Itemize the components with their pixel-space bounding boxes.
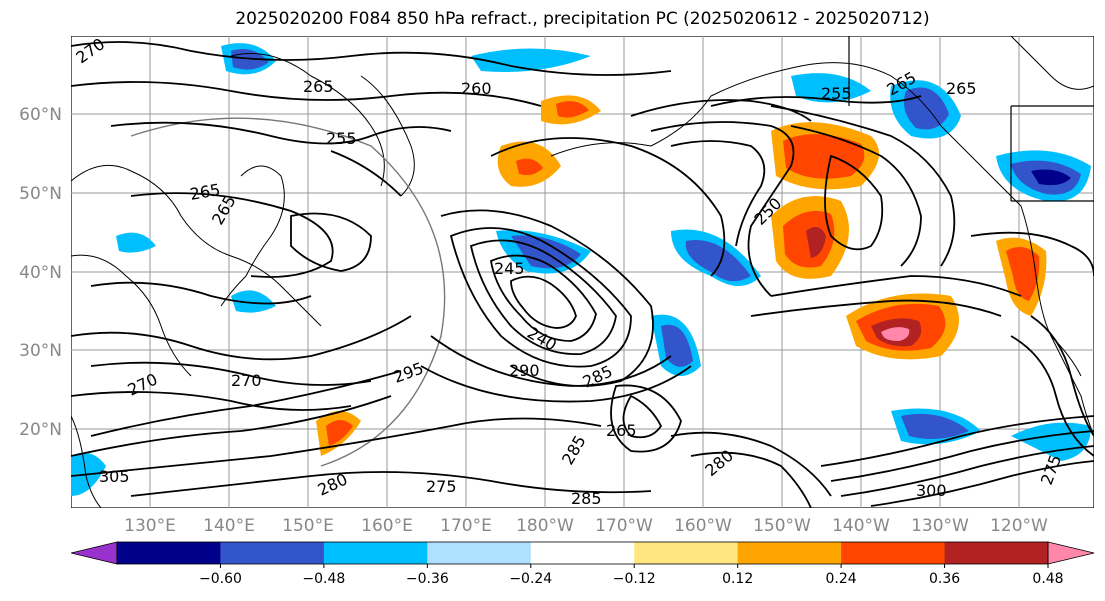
contour-label: 255 [821,84,852,103]
colorbar-tick-label: 0.12 [722,571,753,587]
great-circle-arc [130,117,446,467]
colorbar-tick-label: −0.60 [199,571,242,587]
colorbar-outline [116,541,1049,565]
colorbar-tick-label: 0.48 [1032,571,1063,587]
colorbar-segment [530,542,635,564]
contour-label: 270 [231,371,262,390]
colorbar-segment [634,542,739,564]
colorbar-tick-label: −0.48 [302,571,345,587]
colorbar-segment [117,542,221,564]
boundaries [848,36,1094,202]
colorbar-extend-high [1047,541,1095,565]
lon-label: 130°E [124,516,176,536]
contour-label: 255 [326,129,357,148]
contour-label: 265 [606,421,637,440]
map-title: 2025020200 F084 850 hPa refract., precip… [235,9,930,29]
colorbar: −0.60 −0.48 −0.36 −0.24 −0.12 0.12 0.24 0.36 0.4… [71,541,1095,587]
colorbar-tick-label: 0.36 [929,571,960,587]
contour-label: 290 [509,361,540,380]
lon-label: 120°W [990,516,1048,536]
lon-label: 140°W [832,516,890,536]
lon-label: 170°W [595,516,653,536]
lon-label: 160°W [674,516,732,536]
lat-label: 60°N [19,105,62,125]
lat-label: 20°N [19,420,62,440]
colorbar-tick-label: 0.24 [826,571,857,587]
map-panel: 270 265 260 255 250 245 240 290 295 285 … [71,36,1094,508]
lon-label: 130°W [911,516,969,536]
lat-label: 30°N [19,341,62,361]
lon-label: 170°E [440,516,492,536]
colorbar-segment [323,542,428,564]
lon-label: 180°W [516,516,574,536]
colorbar-segment [841,542,946,564]
contour-label: 265 [946,79,977,98]
contour-label: 260 [461,79,492,98]
colorbar-segment [427,542,532,564]
latitude-labels: 60°N 50°N 40°N 30°N 20°N [19,105,62,440]
colorbar-tick-label: −0.24 [509,571,552,587]
colorbar-segments [71,541,1095,565]
colorbar-tick-label: −0.36 [406,571,449,587]
refractivity-contours [71,41,1094,508]
lat-label: 40°N [19,263,62,283]
contour-label: 300 [916,481,947,500]
contour-label: 245 [494,259,525,278]
colorbar-tick-label: −0.12 [613,571,656,587]
lon-label: 150°W [753,516,811,536]
lon-label: 160°E [361,516,413,536]
contour-label: 305 [99,467,130,486]
colorbar-segment [944,542,1049,564]
lon-label: 140°E [203,516,255,536]
contour-label: 265 [303,77,334,96]
colorbar-ticks: −0.60 −0.48 −0.36 −0.24 −0.12 0.12 0.24 0.36 0.4… [199,564,1064,587]
colorbar-segment [737,542,842,564]
colorbar-segment [220,542,325,564]
lon-label: 150°E [282,516,334,536]
contour-label: 275 [426,477,457,496]
lat-label: 50°N [19,184,62,204]
precip-shading [71,43,1091,496]
longitude-labels: 130°E 140°E 150°E 160°E 170°E 180°W 170°… [124,516,1048,536]
colorbar-extend-low [71,541,118,565]
contour-label: 285 [571,489,602,508]
